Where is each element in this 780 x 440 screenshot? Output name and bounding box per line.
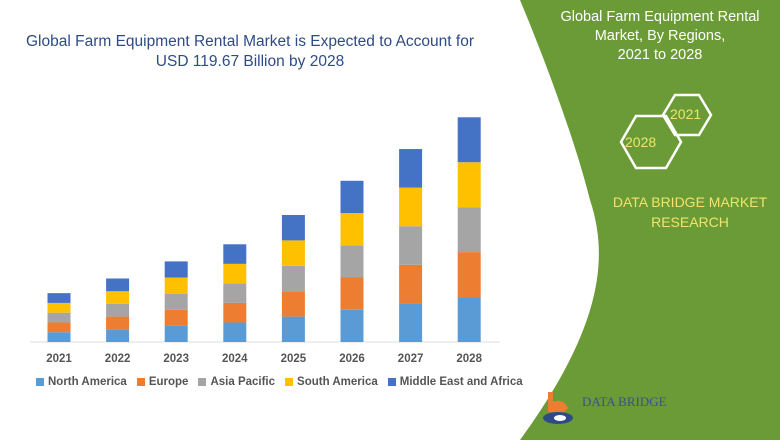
bar-segment-south-america-2027 [399, 187, 423, 227]
bar-segment-north-america-2027 [399, 303, 423, 342]
hexagon-2028 [619, 114, 683, 170]
brand-line: DATA BRIDGE MARKET [612, 194, 768, 210]
hex-label-2028: 2028 [625, 134, 657, 150]
bar-segment-europe-2023 [164, 309, 188, 326]
x-tick-label: 2026 [339, 353, 365, 365]
bar-segment-middle-east-and-africa-2027 [399, 149, 423, 188]
bar-segment-europe-2026 [340, 277, 364, 310]
side-title-line: 2021 to 2028 [617, 47, 703, 63]
legend-swatch [285, 378, 294, 386]
bar-segment-asia-pacific-2022 [106, 303, 130, 317]
legend-label: Asia Pacific [210, 376, 276, 388]
bar-segment-south-america-2022 [106, 291, 130, 304]
legend-swatch [36, 378, 44, 386]
bar-segment-middle-east-and-africa-2025 [281, 214, 305, 241]
bar-segment-north-america-2024 [223, 322, 247, 342]
bar-segment-middle-east-and-africa-2028 [457, 117, 481, 163]
legend-item: South America [285, 376, 378, 388]
bar-segment-asia-pacific-2028 [457, 207, 481, 253]
legend-label: South America [297, 376, 378, 388]
bar-segment-north-america-2022 [106, 329, 130, 342]
legend-item: Europe [136, 376, 189, 388]
x-tick-label: 2025 [281, 353, 307, 365]
bar-segment-europe-2027 [399, 264, 423, 304]
bar-segment-asia-pacific-2025 [281, 265, 305, 292]
x-tick-label: 2028 [456, 353, 482, 365]
side-title-line: Global Farm Equipment Rental [560, 9, 760, 25]
x-tick-label: 2027 [398, 353, 424, 365]
x-tick-label: 2021 [46, 353, 72, 365]
bar-segment-europe-2021 [47, 322, 71, 333]
legend-item: Asia Pacific [198, 376, 275, 388]
green-side-panel [520, 0, 780, 440]
bar-segment-north-america-2021 [47, 332, 71, 342]
legend-label: Europe [148, 376, 189, 388]
bar-segment-middle-east-and-africa-2021 [47, 293, 71, 303]
x-tick-label: 2023 [163, 353, 189, 365]
bar-segment-north-america-2023 [164, 325, 188, 342]
bar-segment-asia-pacific-2021 [47, 312, 71, 323]
hexagon-2021 [661, 93, 713, 137]
bar-segment-north-america-2028 [457, 297, 481, 342]
bar-segment-asia-pacific-2023 [164, 293, 188, 310]
legend-item: North America [36, 376, 127, 388]
chart-title: Global Farm Equipment Rental Market is E… [26, 33, 474, 70]
side-panel-title: Global Farm Equipment Rental Market, By … [540, 8, 780, 65]
brand-text: DATA BRIDGE MARKET RESEARCH [590, 192, 780, 232]
side-title-line: Market, By Regions, [594, 28, 726, 44]
bar-segment-middle-east-and-africa-2026 [340, 180, 364, 214]
legend-swatch [387, 378, 396, 386]
bar-segment-south-america-2026 [340, 213, 364, 246]
legend-item: Middle East and Africa [387, 376, 523, 388]
brand-line: RESEARCH [651, 214, 729, 230]
bar-segment-europe-2025 [281, 291, 305, 317]
legend-swatch [198, 378, 207, 386]
bar-segment-south-america-2023 [164, 277, 188, 294]
bar-segment-south-america-2025 [281, 240, 305, 266]
bar-segment-asia-pacific-2026 [340, 245, 364, 278]
logo-text: DATA BRIDGE [582, 394, 667, 409]
bar-segment-europe-2024 [223, 302, 247, 323]
bar-segment-north-america-2026 [340, 309, 364, 342]
bar-segment-middle-east-and-africa-2024 [223, 244, 247, 264]
bar-segment-asia-pacific-2027 [399, 226, 423, 265]
bar-segment-asia-pacific-2024 [223, 283, 247, 303]
bar-segment-north-america-2025 [281, 316, 305, 342]
x-tick-label: 2022 [105, 353, 131, 365]
bar-segment-south-america-2024 [223, 263, 247, 284]
legend-swatch [136, 378, 145, 386]
x-tick-label: 2024 [222, 353, 248, 365]
bar-segment-south-america-2021 [47, 302, 71, 313]
legend: North America Europe Asia Pacific South Ame… [36, 376, 523, 388]
hex-label-2021: 2021 [670, 106, 702, 122]
bar-segment-middle-east-and-africa-2022 [106, 278, 130, 292]
legend-label: North America [48, 376, 127, 388]
legend-label: Middle East and Africa [399, 376, 523, 388]
bar-segment-south-america-2028 [457, 162, 481, 208]
data-bridge-logo-icon [543, 392, 573, 424]
bar-segment-middle-east-and-africa-2023 [164, 261, 188, 278]
bar-segment-europe-2022 [106, 316, 130, 330]
bar-segment-europe-2028 [457, 252, 481, 298]
